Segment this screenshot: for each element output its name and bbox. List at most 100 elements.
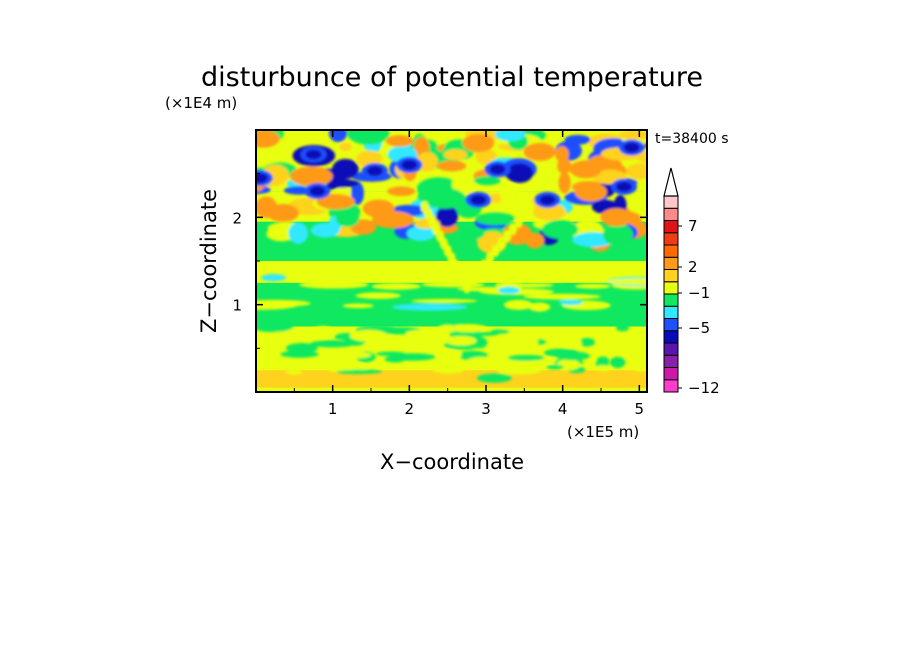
field-cell (385, 135, 414, 147)
field-cell (342, 303, 374, 309)
field-cell (615, 324, 630, 332)
field-cell (362, 199, 395, 218)
field-cell (432, 364, 465, 374)
colorbar-label: −1 (688, 284, 710, 302)
y-tick-label: 1 (232, 297, 242, 315)
field-cell (468, 273, 477, 286)
field-cell (459, 228, 485, 240)
colorbar-swatch (663, 367, 679, 381)
field-cell (349, 330, 388, 342)
field-cell (347, 130, 390, 145)
field-cell (574, 182, 607, 202)
colorbar-swatch (663, 330, 679, 344)
field-cell (489, 193, 502, 204)
field-cell (626, 163, 647, 180)
colorbar-swatch (663, 318, 679, 332)
colorbar-label: 7 (688, 217, 698, 235)
x-tick-label: 2 (405, 400, 415, 418)
field-cell (366, 166, 383, 177)
field-cell (299, 280, 369, 289)
x-tick-label: 3 (481, 400, 491, 418)
field-cell (494, 130, 526, 142)
field-cell (569, 160, 602, 179)
field-band (256, 370, 647, 388)
field-cell (451, 175, 477, 194)
field-cell (335, 209, 360, 228)
field-cell (480, 259, 489, 272)
x-axis-ticks: 1 2 3 4 5 (293, 130, 645, 418)
field-cell (256, 301, 298, 310)
field-cell (520, 208, 529, 221)
x-tick-label: 5 (635, 400, 645, 418)
field-cell (564, 134, 591, 145)
field-cell (449, 324, 487, 333)
field-cell (491, 329, 510, 334)
field-cell (554, 351, 590, 361)
field-cell (497, 286, 520, 295)
field-cell (401, 159, 418, 170)
field-cell (462, 134, 495, 153)
field-cell (594, 365, 612, 372)
field-cell (473, 175, 501, 186)
colorbar-swatch (663, 379, 679, 393)
field-cell (503, 230, 512, 243)
field-cell (256, 173, 268, 184)
time-label: t=38400 s (655, 131, 729, 147)
field-cell (541, 220, 579, 239)
y-scale-label: (×1E4 m) (165, 94, 237, 112)
field-cell (330, 351, 372, 359)
colorbar-swatch (663, 232, 679, 246)
colorbar-swatch (663, 244, 679, 258)
field-cell (316, 193, 355, 210)
field-cell (288, 222, 309, 244)
colorbar-extend-arrow (663, 167, 679, 197)
field-cell (436, 160, 467, 172)
field-cell (600, 208, 633, 227)
field-cell (523, 293, 602, 300)
field-cell (606, 278, 647, 285)
field-cell (355, 292, 401, 299)
field-cell (261, 274, 286, 282)
field-cell (266, 203, 299, 222)
field-cell (489, 164, 506, 175)
colorbar-swatch (663, 269, 679, 283)
colorbar-swatch (663, 256, 679, 270)
field-cell (285, 369, 303, 375)
field-cell (485, 252, 494, 265)
field-cell (555, 146, 569, 163)
field-cell (557, 158, 572, 174)
field-cell (618, 130, 647, 140)
field-cell (629, 333, 647, 343)
field-cell (443, 149, 468, 161)
colorbar-swatch (663, 207, 679, 221)
field-cell (505, 163, 534, 183)
field-cell (387, 186, 416, 197)
x-axis-label: X−coordinate (380, 450, 524, 474)
field-cell (539, 194, 556, 205)
field-cell (285, 343, 318, 354)
field-cell (422, 187, 466, 209)
field-cell (507, 354, 545, 361)
y-axis-ticks: 12 (232, 173, 647, 349)
colorbar-label: −5 (688, 319, 710, 337)
colorbar-label: 2 (688, 258, 698, 276)
field-cell (630, 362, 647, 372)
x-scale-label: (×1E5 m) (567, 423, 639, 441)
field-cell (616, 181, 632, 192)
field-cell (497, 365, 542, 375)
field-cell (309, 186, 326, 197)
x-tick-label: 4 (558, 400, 568, 418)
field-cell (558, 172, 571, 194)
field-cell (406, 225, 436, 241)
heatmap-cells (256, 130, 647, 383)
field-cell (603, 223, 634, 246)
y-axis-label: Z−coordinate (197, 189, 221, 333)
chart-title: disturbunce of potential temperature (201, 62, 703, 93)
colorbar-swatch (663, 281, 679, 295)
field-cell (558, 299, 583, 306)
field-cell (609, 356, 626, 369)
colorbar-label: −12 (688, 379, 720, 397)
field-cell (500, 183, 521, 208)
field-cell (445, 336, 477, 346)
